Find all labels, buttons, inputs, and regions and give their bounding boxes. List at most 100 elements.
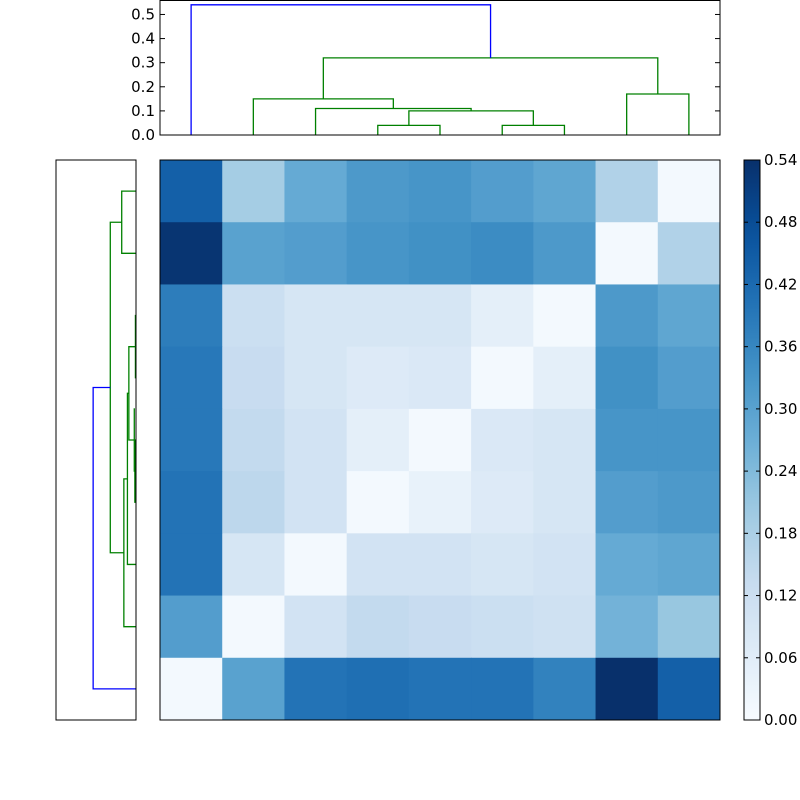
heatmap-cell: [160, 471, 223, 534]
heatmap-cell: [533, 222, 597, 285]
heatmap-cell: [471, 408, 534, 472]
heatmap-cell: [595, 595, 659, 659]
heatmap-cell: [222, 595, 285, 659]
heatmap-cell: [408, 160, 472, 223]
heatmap-cell: [533, 471, 597, 534]
heatmap-cell: [533, 284, 597, 348]
heatmap-cell: [533, 408, 597, 472]
heatmap-cell: [160, 284, 223, 348]
top-dendrogram-ytick-label: 0.3: [131, 54, 155, 72]
top-dendrogram-ytick-label: 0.1: [131, 102, 155, 120]
top-dendrogram-ytick-label: 0.2: [131, 78, 155, 96]
heatmap-cell: [222, 657, 285, 721]
heatmap-cell: [284, 160, 348, 223]
heatmap-cell: [160, 346, 223, 410]
heatmap-cell: [408, 595, 472, 659]
left-dendrogram: [55, 159, 137, 721]
colorbar-tick-label: 0.54: [764, 151, 797, 169]
heatmap-cell: [408, 533, 472, 597]
colorbar-tick-label: 0.48: [764, 213, 797, 231]
heatmap-cell: [657, 160, 721, 223]
heatmap-cell: [346, 222, 410, 285]
left-dendrogram-link: [92, 386, 136, 690]
heatmap-cell: [533, 595, 597, 659]
heatmap-cell: [533, 346, 597, 410]
heatmap-cell: [657, 284, 721, 348]
colorbar-tick-label: 0.30: [764, 400, 797, 418]
heatmap-cell: [222, 160, 285, 223]
heatmap-cell: [471, 657, 534, 721]
colorbar-tick-label: 0.06: [764, 649, 797, 667]
heatmap-cell: [222, 346, 285, 410]
heatmap-cell: [657, 408, 721, 472]
heatmap-cell: [284, 284, 348, 348]
heatmap-cell: [284, 471, 348, 534]
heatmap-cell: [222, 533, 285, 597]
heatmap-cell: [533, 657, 597, 721]
heatmap-cell: [595, 284, 659, 348]
top-dendrogram-link: [252, 98, 394, 135]
heatmap-cell: [346, 284, 410, 348]
top-dendrogram-link: [377, 124, 441, 135]
top-dendrogram-ytick-label: 0.4: [131, 30, 155, 48]
heatmap-cell: [346, 595, 410, 659]
left-dendrogram-link: [123, 478, 136, 628]
heatmap-cell: [657, 471, 721, 534]
heatmap-cell: [595, 471, 659, 534]
heatmap-cell: [346, 533, 410, 597]
top-dendrogram-link: [501, 124, 566, 135]
heatmap-cell: [657, 595, 721, 659]
left-dendrogram-link: [133, 408, 135, 472]
colorbar-tick-label: 0.24: [764, 462, 797, 480]
heatmap-cell: [346, 346, 410, 410]
heatmap-cell: [595, 160, 659, 223]
top-dendrogram-ytick-label: 0.5: [131, 5, 155, 23]
left-dendrogram-frame: [55, 159, 137, 721]
heatmap-cell: [346, 160, 410, 223]
top-dendrogram-link: [408, 110, 534, 126]
heatmap-cell: [657, 533, 721, 597]
heatmap-cell: [408, 284, 472, 348]
heatmap-cell: [222, 222, 285, 285]
top-dendrogram-frame: [159, 0, 721, 136]
heatmap-cell: [595, 657, 659, 721]
heatmap-cell: [160, 160, 223, 223]
heatmap-cell: [471, 471, 534, 534]
heatmap-cell: [284, 408, 348, 472]
heatmap-cell: [595, 533, 659, 597]
heatmap-cell: [471, 222, 534, 285]
heatmap-cell: [346, 657, 410, 721]
colorbar-tick-label: 0.18: [764, 524, 797, 542]
heatmap-cell: [471, 346, 534, 410]
heatmap-cell: [533, 160, 597, 223]
colorbar-tick-label: 0.00: [764, 711, 797, 729]
heatmap-cell: [657, 222, 721, 285]
heatmap-cell: [346, 471, 410, 534]
left-dendrogram-link: [121, 190, 136, 254]
top-dendrogram: 0.0 0.1 0.2 0.3 0.4 0.5: [131, 0, 721, 144]
heatmap-cell: [160, 222, 223, 285]
heatmap-cell: [222, 471, 285, 534]
heatmap: [159, 159, 721, 721]
heatmap-cell: [595, 346, 659, 410]
heatmap-cell: [408, 346, 472, 410]
heatmap-cell: [595, 408, 659, 472]
top-dendrogram-ytick-label: 0.0: [131, 126, 155, 144]
heatmap-cell: [284, 657, 348, 721]
top-dendrogram-link: [626, 93, 690, 135]
heatmap-cell: [471, 533, 534, 597]
heatmap-cell: [160, 408, 223, 472]
heatmap-cell: [408, 408, 472, 472]
colorbar-tick-label: 0.12: [764, 587, 797, 605]
colorbar: 0.00 0.06 0.12 0.18 0.24 0.30 0.36 0.42 0.48 0.54: [743, 151, 797, 729]
heatmap-cell: [222, 408, 285, 472]
left-dendrogram-link: [126, 392, 136, 566]
heatmap-frame: [159, 159, 721, 721]
heatmap-cell: [284, 533, 348, 597]
heatmap-cell: [160, 533, 223, 597]
heatmap-cell: [471, 284, 534, 348]
top-dendrogram-link: [190, 4, 492, 135]
colorbar-tick-label: 0.36: [764, 338, 797, 356]
heatmap-cell: [533, 533, 597, 597]
heatmap-cell: [284, 222, 348, 285]
